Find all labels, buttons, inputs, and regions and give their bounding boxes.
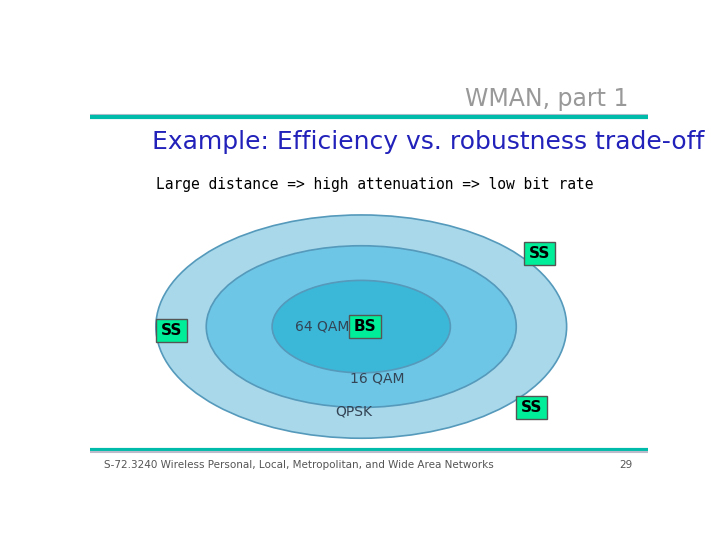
Text: 16 QAM: 16 QAM	[349, 372, 404, 386]
Text: Example: Efficiency vs. robustness trade-off: Example: Efficiency vs. robustness trade…	[152, 130, 704, 154]
Text: SS: SS	[161, 323, 182, 338]
Text: 29: 29	[619, 460, 632, 470]
Text: S-72.3240 Wireless Personal, Local, Metropolitan, and Wide Area Networks: S-72.3240 Wireless Personal, Local, Metr…	[104, 460, 494, 470]
Text: Large distance => high attenuation => low bit rate: Large distance => high attenuation => lo…	[156, 177, 593, 192]
Text: 64 QAM: 64 QAM	[295, 320, 350, 334]
Text: SS: SS	[528, 246, 550, 261]
Text: BS: BS	[354, 319, 377, 334]
FancyBboxPatch shape	[516, 396, 547, 419]
Ellipse shape	[272, 280, 451, 373]
Ellipse shape	[156, 215, 567, 438]
Ellipse shape	[206, 246, 516, 408]
Text: QPSK: QPSK	[335, 404, 372, 418]
Text: SS: SS	[521, 400, 542, 415]
Text: WMAN, part 1: WMAN, part 1	[465, 87, 629, 111]
FancyBboxPatch shape	[349, 315, 382, 338]
FancyBboxPatch shape	[524, 242, 555, 265]
FancyBboxPatch shape	[156, 319, 187, 342]
